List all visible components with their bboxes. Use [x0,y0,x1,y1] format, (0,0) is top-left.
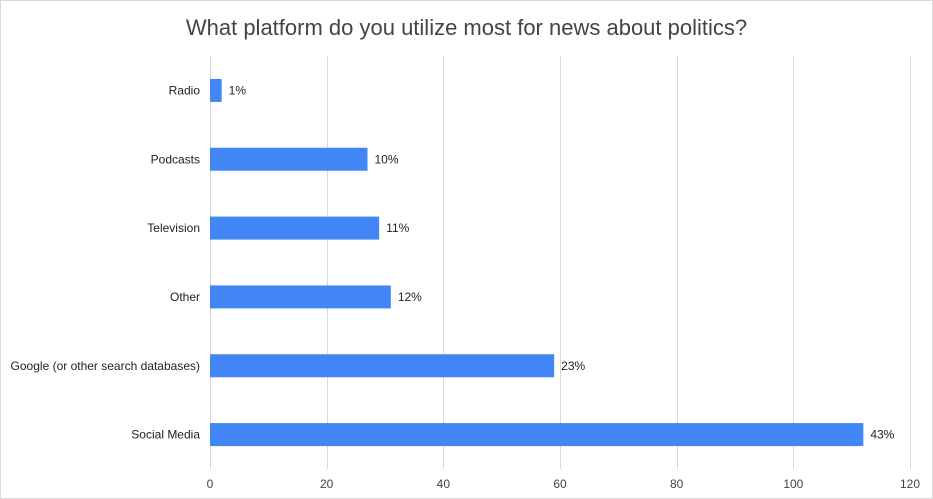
category-label: Other [170,290,200,304]
x-tick-label: 40 [437,477,451,491]
chart-title: What platform do you utilize most for ne… [185,15,748,40]
bar [210,423,864,447]
data-label: 43% [870,428,894,442]
category-label: Google (or other search databases) [11,359,200,373]
bar [210,285,391,309]
bar [210,354,555,378]
x-tick-label: 60 [553,477,567,491]
x-tick-label: 20 [320,477,334,491]
bar [210,147,368,171]
data-label: 10% [375,152,399,166]
data-label: 1% [229,83,247,97]
data-label: 23% [561,359,585,373]
labels: 0 20 40 60 80 100 120 Radio 1% Podcasts 10% Televis… [11,83,921,491]
x-tick-label: 100 [783,477,803,491]
x-tick-label: 80 [670,477,684,491]
category-label: Podcasts [151,152,200,166]
x-tick-label: 120 [900,477,920,491]
data-label: 11% [386,221,409,235]
bar [210,216,380,240]
bars [210,78,864,447]
x-tick-label: 0 [207,477,214,491]
category-label: Television [147,221,200,235]
category-label: Radio [169,83,201,97]
gridlines [210,56,911,469]
bar [210,78,222,102]
category-label: Social Media [131,428,200,442]
data-label: 12% [398,290,422,304]
